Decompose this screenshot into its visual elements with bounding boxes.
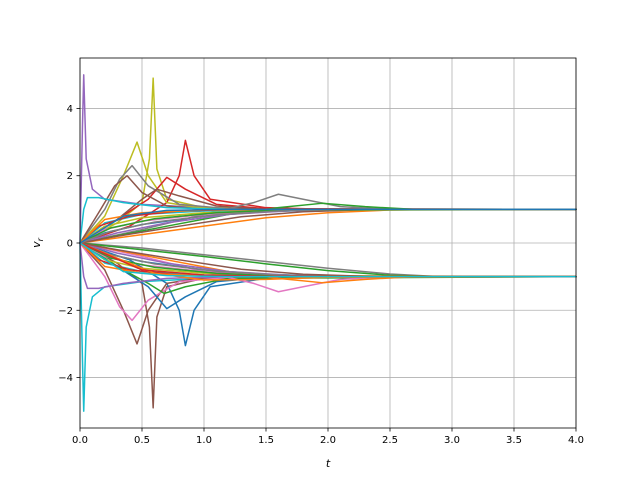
x-tick-label: 1.0 [196, 435, 212, 446]
series-line-47 [79, 208, 577, 244]
y-tick-label: 2 [67, 171, 73, 182]
x-axis-label: t [326, 457, 331, 470]
series-line-18 [79, 193, 577, 244]
series-line-7 [79, 141, 577, 244]
grid-lines [79, 58, 577, 428]
y-axis: −4 −2 0 2 4 [58, 104, 80, 384]
x-tick-label: 2.0 [320, 435, 336, 446]
x-tick-label: 3.5 [506, 435, 522, 446]
x-axis: 0.0 0.5 1.0 1.5 2.0 2.5 3.0 3.5 4.0 [72, 428, 584, 446]
x-tick-label: 0.0 [72, 435, 88, 446]
x-tick-label: 3.0 [444, 435, 460, 446]
series-line-9 [79, 164, 577, 244]
y-axis-label: vr [30, 237, 45, 248]
series-line-8 [79, 242, 577, 345]
y-axis-label-main: v [30, 241, 43, 248]
y-tick-label: −4 [58, 373, 73, 384]
y-tick-label: −2 [58, 306, 73, 317]
x-tick-label: 0.5 [134, 435, 150, 446]
series-layer [79, 74, 577, 412]
x-tick-label: 4.0 [568, 435, 584, 446]
y-tick-label: 0 [67, 239, 73, 250]
x-tick-label: 1.5 [258, 435, 274, 446]
series-line-10 [79, 242, 577, 322]
y-tick-label: 4 [67, 104, 73, 115]
x-tick-label: 2.5 [382, 435, 398, 446]
y-axis-label-subscript: r [36, 237, 45, 241]
series-line-48 [79, 242, 577, 278]
